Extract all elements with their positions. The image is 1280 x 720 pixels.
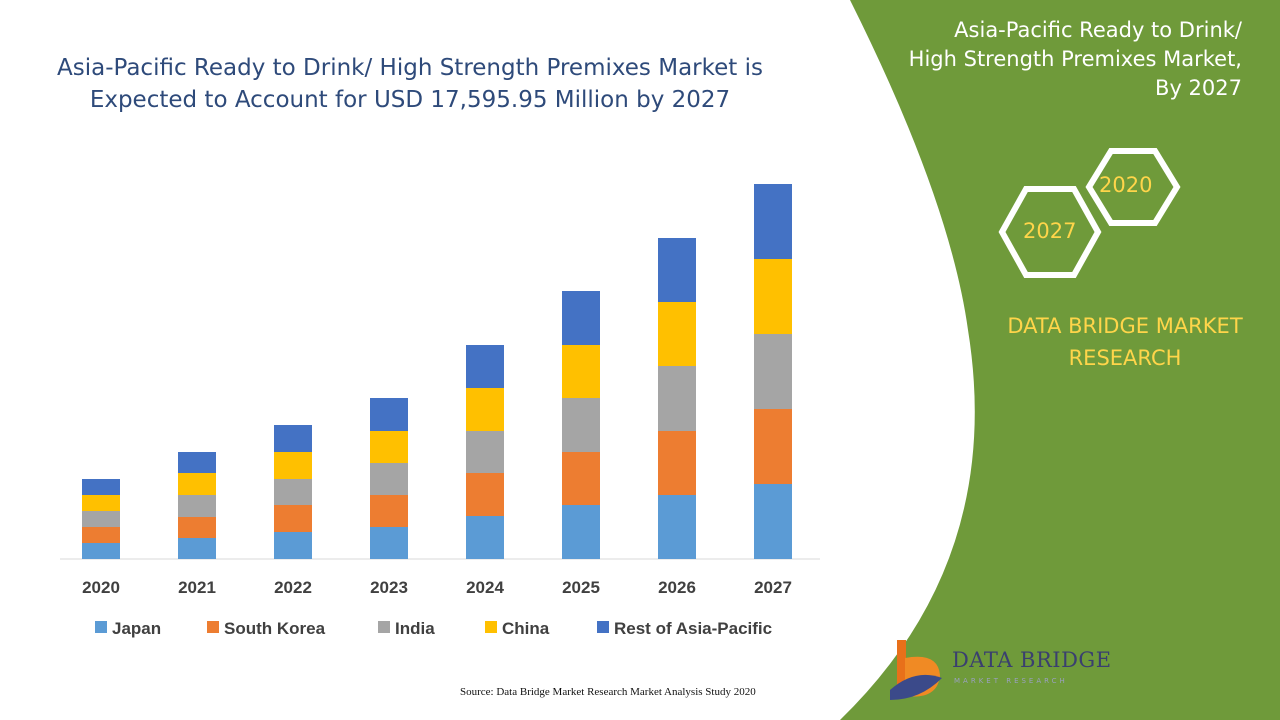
x-tick-label-2025: 2025 — [562, 578, 600, 597]
bar-2026-china — [658, 302, 696, 366]
brand-name: DATA BRIDGE MARKET RESEARCH — [975, 310, 1275, 374]
brand-line1: DATA BRIDGE MARKET — [1007, 314, 1243, 338]
bar-2020-china — [82, 495, 120, 511]
bar-2021-china — [178, 473, 216, 495]
legend-swatch-india — [378, 621, 390, 633]
bar-2022-india — [274, 479, 312, 505]
bar-2021-rest-of-asia-pacific — [178, 452, 216, 473]
bar-2026-south-korea — [658, 431, 696, 495]
legend-swatch-rest-of-asia-pacific — [597, 621, 609, 633]
logo-name: DATA BRIDGE — [952, 648, 1112, 672]
hex-year-2027: 2027 — [1023, 219, 1077, 243]
bar-2023-china — [370, 431, 408, 463]
x-tick-label-2022: 2022 — [274, 578, 312, 597]
bar-2024-japan — [466, 516, 504, 559]
x-tick-label-2027: 2027 — [754, 578, 792, 597]
bar-2023-rest-of-asia-pacific — [370, 398, 408, 431]
bar-2020-rest-of-asia-pacific — [82, 479, 120, 495]
hexagon-2020 — [1085, 148, 1181, 226]
bar-2022-rest-of-asia-pacific — [274, 425, 312, 452]
panel-title-line1: Asia-Pacific Ready to Drink/ — [954, 18, 1242, 42]
panel-title-line2: High Strength Premixes Market, — [908, 47, 1242, 71]
bar-2020-india — [82, 511, 120, 527]
chart-title-line1: Asia-Pacific Ready to Drink/ High Streng… — [57, 55, 763, 81]
bar-2027-rest-of-asia-pacific — [754, 184, 792, 259]
bar-2022-south-korea — [274, 505, 312, 532]
bar-2026-japan — [658, 495, 696, 559]
logo-tagline: MARKET RESEARCH — [954, 677, 1068, 685]
legend-label-south-korea: South Korea — [224, 619, 326, 638]
bar-2027-india — [754, 334, 792, 409]
x-tick-label-2020: 2020 — [82, 578, 120, 597]
chart-title-line2: Expected to Account for USD 17,595.95 Mi… — [89, 87, 731, 113]
bar-2020-south-korea — [82, 527, 120, 543]
legend-swatch-china — [485, 621, 497, 633]
bar-2025-china — [562, 345, 600, 398]
x-tick-label-2021: 2021 — [178, 578, 216, 597]
chart-title: Asia-Pacific Ready to Drink/ High Streng… — [40, 52, 780, 116]
bar-2022-china — [274, 452, 312, 479]
bar-2025-rest-of-asia-pacific — [562, 291, 600, 345]
brand-line2: RESEARCH — [1068, 346, 1182, 370]
legend-label-china: China — [502, 619, 550, 638]
bar-2021-india — [178, 495, 216, 517]
bar-2023-india — [370, 463, 408, 495]
hex-year-2020: 2020 — [1099, 173, 1153, 197]
bar-2026-india — [658, 366, 696, 431]
bar-2027-china — [754, 259, 792, 334]
bar-2021-south-korea — [178, 517, 216, 538]
bar-2024-china — [466, 388, 504, 431]
bar-2021-japan — [178, 538, 216, 559]
source-note: Source: Data Bridge Market Research Mark… — [460, 686, 756, 698]
x-tick-label-2026: 2026 — [658, 578, 696, 597]
bar-2025-south-korea — [562, 452, 600, 505]
panel-title-line3: By 2027 — [1155, 76, 1242, 100]
x-tick-label-2024: 2024 — [466, 578, 504, 597]
bar-2020-japan — [82, 543, 120, 559]
bar-2027-japan — [754, 484, 792, 559]
bar-2025-japan — [562, 505, 600, 559]
panel-title: Asia-Pacific Ready to Drink/ High Streng… — [882, 16, 1242, 103]
logo-icon — [890, 640, 942, 700]
legend-label-india: India — [395, 619, 435, 638]
bar-2026-rest-of-asia-pacific — [658, 238, 696, 302]
stacked-bar-chart: 2020 2021 2022 2023 2024 2025 2026 2027 Japan Sou… — [60, 184, 820, 638]
hexagon-2027 — [998, 186, 1102, 278]
legend-swatch-south-korea — [207, 621, 219, 633]
bar-2024-india — [466, 431, 504, 473]
x-tick-label-2023: 2023 — [370, 578, 408, 597]
bar-2027-south-korea — [754, 409, 792, 484]
legend-label-japan: Japan — [112, 619, 161, 638]
bar-2022-japan — [274, 532, 312, 559]
bar-2024-south-korea — [466, 473, 504, 516]
bar-2025-india — [562, 398, 600, 452]
bar-2023-south-korea — [370, 495, 408, 527]
bar-2023-japan — [370, 527, 408, 559]
bar-2024-rest-of-asia-pacific — [466, 345, 504, 388]
legend-swatch-japan — [95, 621, 107, 633]
legend-label-rest-of-asia-pacific: Rest of Asia-Pacific — [614, 619, 772, 638]
